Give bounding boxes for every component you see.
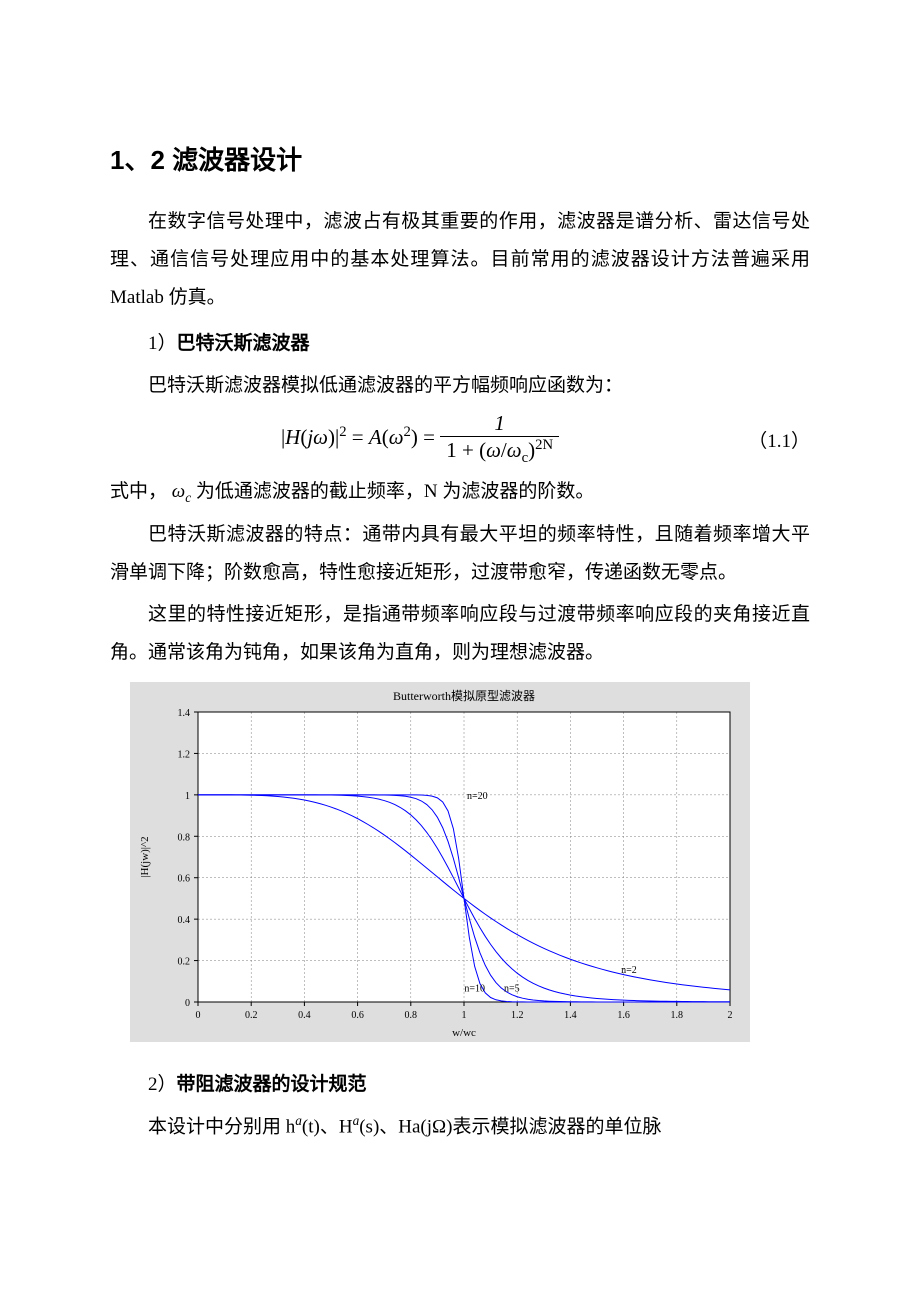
svg-text:0.8: 0.8	[178, 832, 191, 843]
eq-A: A	[369, 425, 382, 449]
svg-text:0.6: 0.6	[178, 873, 191, 884]
svg-text:|H(jw)|^2: |H(jw)|^2	[139, 836, 151, 877]
svg-text:0.4: 0.4	[298, 1010, 311, 1021]
svg-text:n=5: n=5	[504, 983, 520, 994]
svg-text:0.8: 0.8	[405, 1010, 418, 1021]
eq-equals1: =	[352, 425, 369, 449]
svg-text:1.4: 1.4	[564, 1010, 577, 1021]
svg-text:w/wc: w/wc	[452, 1027, 476, 1039]
svg-text:n=10: n=10	[464, 983, 485, 994]
paragraph-2: 巴特沃斯滤波器模拟低通滤波器的平方幅频响应函数为：	[110, 367, 810, 405]
svg-text:1.2: 1.2	[178, 749, 191, 760]
svg-text:n=2: n=2	[621, 965, 637, 976]
svg-text:0: 0	[196, 1010, 201, 1021]
capital-omega: Ω	[432, 1116, 446, 1137]
svg-text:1: 1	[185, 790, 190, 801]
paragraph-4: 巴特沃斯滤波器的特点：通带内具有最大平坦的频率特性，且随着频率增大平滑单调下降；…	[110, 516, 810, 592]
equation-1: |H(jω)|2 = A(ω2) = 1 1 + (ω/ωc)2N （1.1）	[110, 411, 810, 467]
omega-c: ω	[172, 481, 185, 502]
svg-text:2: 2	[728, 1010, 733, 1021]
eq-equals2: =	[423, 425, 440, 449]
butterworth-chart: Butterworth模拟原型滤波器 0 0.2 0.4 0.6 0.8 1 1.2 1.4 1.…	[130, 682, 750, 1042]
section-heading: 1、2 滤波器设计	[110, 140, 810, 177]
svg-text:1.2: 1.2	[511, 1010, 524, 1021]
page: 1、2 滤波器设计 在数字信号处理中，滤波占有极其重要的作用，滤波器是谱分析、雷…	[0, 0, 920, 1210]
paragraph-6: 本设计中分别用 ha(t)、Ha(s)、Ha(jΩ)表示模拟滤波器的单位脉	[110, 1108, 810, 1146]
svg-text:0.2: 0.2	[178, 956, 191, 967]
equation-1-body: |H(jω)|2 = A(ω2) = 1 1 + (ω/ωc)2N	[110, 411, 730, 467]
svg-text:1: 1	[462, 1010, 467, 1021]
svg-text:0.4: 0.4	[178, 915, 191, 926]
svg-text:n=20: n=20	[467, 791, 488, 802]
paragraph-3: 式中， ωc 为低通滤波器的截止频率，N 为滤波器的阶数。	[110, 473, 810, 511]
eq-sq: 2	[339, 424, 346, 440]
eq-omega2: ω	[389, 425, 404, 449]
subsection-1: 1）巴特沃斯滤波器	[110, 325, 810, 363]
eq-omega: ω	[313, 425, 328, 449]
svg-text:1.4: 1.4	[178, 708, 191, 719]
eq-denominator: 1 + (ω/ωc)2N	[440, 437, 559, 467]
sub1-number: 1）	[148, 333, 177, 354]
sub1-title: 巴特沃斯滤波器	[177, 333, 310, 354]
svg-text:Butterworth模拟原型滤波器: Butterworth模拟原型滤波器	[393, 689, 535, 703]
eq-fraction: 1 1 + (ω/ωc)2N	[440, 411, 559, 467]
paragraph-5: 这里的特性接近矩形，是指通带频率响应段与过渡带频率响应段的夹角接近直角。通常该角…	[110, 596, 810, 672]
eq-H: H	[285, 425, 300, 449]
svg-text:0: 0	[185, 998, 190, 1009]
subsection-2: 2）带阻滤波器的设计规范	[110, 1066, 810, 1104]
sub2-number: 2）	[148, 1074, 177, 1095]
equation-1-number: （1.1）	[730, 426, 810, 453]
butterworth-chart-svg: Butterworth模拟原型滤波器 0 0.2 0.4 0.6 0.8 1 1.2 1.4 1.…	[130, 682, 750, 1042]
svg-text:0.2: 0.2	[245, 1010, 258, 1021]
svg-text:0.6: 0.6	[351, 1010, 364, 1021]
svg-text:1.8: 1.8	[671, 1010, 684, 1021]
svg-text:1.6: 1.6	[617, 1010, 630, 1021]
sub2-title: 带阻滤波器的设计规范	[177, 1074, 367, 1095]
eq-sq2: 2	[404, 424, 411, 440]
paragraph-1: 在数字信号处理中，滤波占有极其重要的作用，滤波器是谱分析、雷达信号处理、通信信号…	[110, 203, 810, 317]
eq-numerator: 1	[440, 411, 559, 437]
